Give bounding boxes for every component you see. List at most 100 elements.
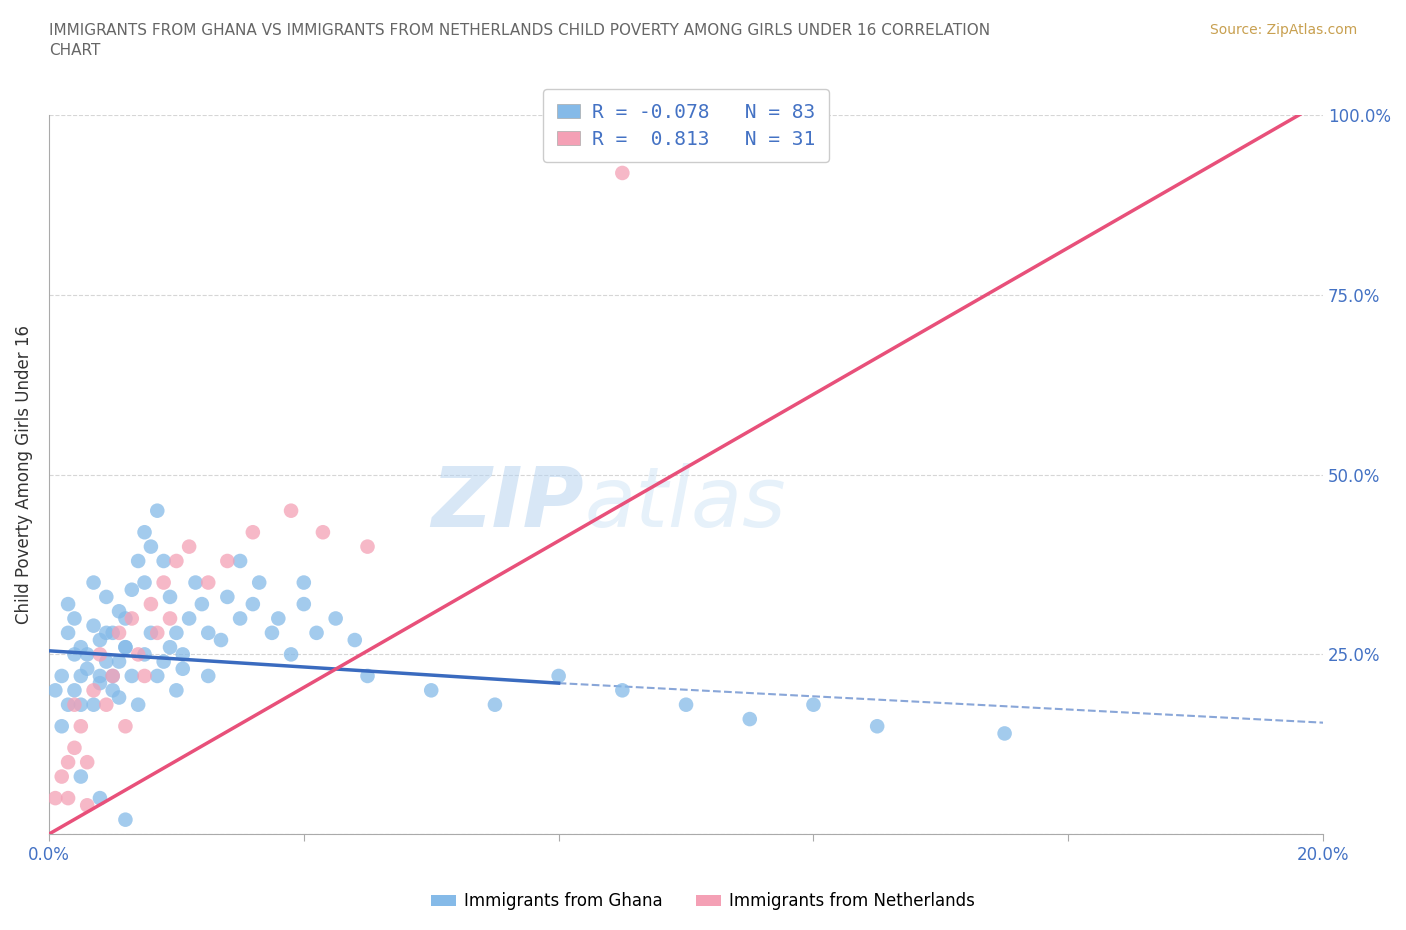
Point (356, 669, 378, 684)
Point (114, 640, 136, 655)
Point (69, 640, 91, 655)
Point (547, 669, 569, 684)
Legend: Immigrants from Ghana, Immigrants from Netherlands: Immigrants from Ghana, Immigrants from N… (425, 885, 981, 917)
Point (83, 618, 105, 633)
Point (134, 525, 156, 539)
Point (76, 661, 98, 676)
Point (165, 683, 187, 698)
Point (114, 719, 136, 734)
Point (69, 698, 91, 712)
Point (127, 647, 149, 662)
Point (56, 755, 79, 770)
Point (96, 625, 118, 640)
Point (101, 669, 124, 684)
Point (121, 582, 143, 597)
Point (76, 755, 98, 770)
Point (159, 590, 181, 604)
Point (108, 604, 131, 618)
Point (484, 698, 506, 712)
Point (51, 719, 73, 734)
Point (803, 698, 825, 712)
Point (159, 640, 181, 655)
Point (89, 790, 111, 805)
Point (229, 611, 252, 626)
Point (134, 575, 156, 590)
Point (139, 539, 162, 554)
Point (191, 597, 214, 612)
Point (217, 553, 239, 568)
Point (83, 575, 105, 590)
Text: IMMIGRANTS FROM GHANA VS IMMIGRANTS FROM NETHERLANDS CHILD POVERTY AMONG GIRLS U: IMMIGRANTS FROM GHANA VS IMMIGRANTS FROM… (49, 23, 990, 58)
Legend: R = -0.078   N = 83, R =  0.813   N = 31: R = -0.078 N = 83, R = 0.813 N = 31 (543, 89, 828, 162)
Point (69, 719, 91, 734)
Point (172, 647, 194, 662)
Point (356, 539, 378, 554)
Point (197, 625, 219, 640)
Y-axis label: Child Poverty Among Girls Under 16: Child Poverty Among Girls Under 16 (15, 326, 32, 624)
Point (89, 647, 111, 662)
Point (134, 647, 156, 662)
Point (69, 769, 91, 784)
Point (63, 611, 86, 626)
Point (101, 683, 124, 698)
Point (179, 611, 201, 626)
Point (51, 769, 73, 784)
Point (121, 611, 143, 626)
Point (343, 632, 366, 647)
Point (127, 553, 149, 568)
Point (89, 676, 111, 691)
Point (260, 625, 283, 640)
Point (280, 503, 302, 518)
Point (127, 698, 149, 712)
Point (292, 575, 315, 590)
Point (139, 597, 162, 612)
Point (612, 166, 634, 180)
Point (242, 597, 264, 612)
Point (108, 625, 131, 640)
Point (165, 625, 187, 640)
Point (159, 611, 181, 626)
Point (96, 590, 118, 604)
Point (108, 690, 131, 705)
Point (56, 698, 79, 712)
Point (69, 669, 91, 684)
Point (76, 647, 98, 662)
Point (121, 669, 143, 684)
Point (146, 669, 169, 684)
Point (83, 698, 105, 712)
Point (165, 553, 187, 568)
Point (292, 597, 315, 612)
Point (217, 590, 239, 604)
Point (420, 683, 443, 698)
Point (197, 575, 219, 590)
Point (229, 553, 252, 568)
Point (63, 647, 86, 662)
Point (675, 698, 697, 712)
Point (994, 726, 1017, 741)
Point (63, 698, 86, 712)
Point (738, 711, 761, 726)
Point (101, 669, 124, 684)
Point (63, 683, 86, 698)
Point (267, 611, 290, 626)
Point (114, 812, 136, 827)
Point (172, 661, 194, 676)
Point (56, 790, 79, 805)
Text: atlas: atlas (583, 463, 786, 544)
Point (184, 575, 207, 590)
Point (242, 525, 264, 539)
Point (83, 683, 105, 698)
Point (96, 698, 118, 712)
Point (305, 625, 328, 640)
Point (44, 790, 66, 805)
Point (89, 669, 111, 684)
Point (56, 597, 79, 612)
Point (325, 611, 347, 626)
Point (152, 575, 174, 590)
Point (146, 625, 169, 640)
Point (247, 575, 270, 590)
Point (101, 625, 124, 640)
Point (114, 611, 136, 626)
Point (114, 640, 136, 655)
Point (197, 669, 219, 684)
